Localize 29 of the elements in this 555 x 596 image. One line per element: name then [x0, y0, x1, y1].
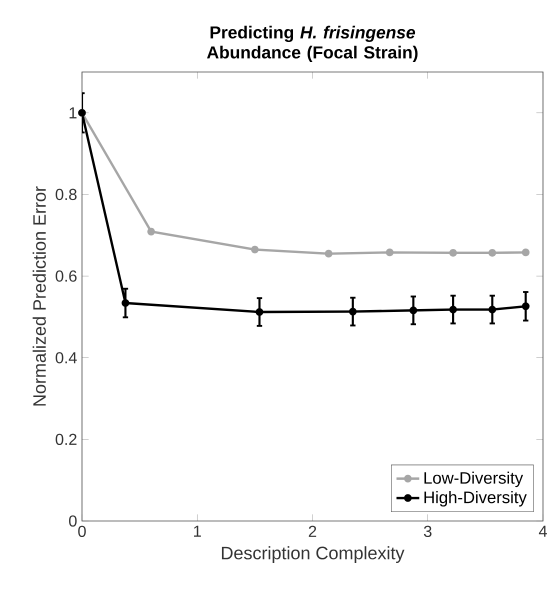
point [449, 306, 457, 314]
y-tick-label: 0.4 [56, 352, 77, 364]
point [122, 299, 130, 307]
y-tick-label: 0 [69, 515, 77, 527]
legend-label: Low-Diversity [424, 472, 524, 488]
y-tick-label: 0.6 [56, 270, 77, 282]
point [324, 250, 332, 258]
point [386, 248, 394, 256]
point [251, 246, 259, 254]
point [522, 302, 530, 310]
x-tick-label: 3 [424, 526, 432, 538]
x-axis-title: Description Complexity [222, 546, 404, 563]
point [488, 248, 496, 257]
y-axis-title: Normalized Prediction Error [32, 186, 46, 406]
y-tick-label: 0.2 [56, 434, 76, 446]
point [409, 306, 418, 314]
point [348, 308, 357, 316]
point [488, 306, 496, 314]
legend-label: High-Diversity [424, 490, 527, 507]
chart-title: Predicting H. frisingense Abundance (Focal Strain) [207, 26, 418, 62]
x-tick-label: 0 [78, 526, 86, 538]
point [256, 308, 264, 316]
point [147, 228, 156, 236]
y-tick-label: 1 [70, 107, 77, 118]
y-tick-label: 0.8 [56, 188, 77, 200]
x-tick-label: 4 [538, 526, 547, 537]
x-tick-label: 2 [308, 526, 316, 537]
x-tick-label: 1 [194, 526, 201, 537]
point [449, 248, 457, 257]
